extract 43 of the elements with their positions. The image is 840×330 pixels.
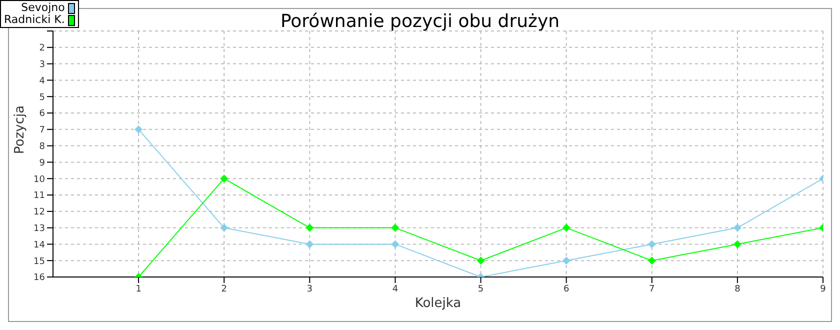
y-tick-label: 13 xyxy=(34,224,45,234)
legend-label: Sevojno xyxy=(21,1,65,14)
point xyxy=(733,240,742,248)
y-tick-label: 10 xyxy=(34,174,46,185)
point xyxy=(391,224,400,232)
y-tick-label: 6 xyxy=(39,109,46,120)
x-tick-label: 5 xyxy=(478,284,484,294)
x-tick-label: 6 xyxy=(563,284,570,294)
point xyxy=(391,240,400,248)
y-tick-label: 12 xyxy=(34,208,45,218)
x-tick-label: 7 xyxy=(649,284,655,294)
point xyxy=(733,224,742,232)
point xyxy=(220,224,228,232)
x-axis-title: Kolejka xyxy=(414,296,462,311)
y-tick-label: 3 xyxy=(39,60,45,70)
point xyxy=(220,174,228,183)
point xyxy=(476,256,485,265)
point xyxy=(648,240,656,248)
x-tick-label: 1 xyxy=(136,284,142,294)
y-tick-label: 14 xyxy=(34,240,46,250)
y-tick-label: 5 xyxy=(39,92,45,103)
x-tick-label: 3 xyxy=(306,284,313,294)
point xyxy=(562,256,570,265)
x-tick-label: 8 xyxy=(734,284,741,294)
legend-label: Radnicki K. xyxy=(4,13,65,26)
y-tick-label: 16 xyxy=(34,273,46,284)
y-tick-label: 7 xyxy=(39,126,45,136)
y-tick-label: 8 xyxy=(39,142,46,152)
point xyxy=(306,240,314,248)
point xyxy=(134,125,143,134)
y-tick-label: 2 xyxy=(39,44,45,54)
x-tick-label: 4 xyxy=(392,284,398,294)
y-tick-label: 4 xyxy=(39,76,46,86)
point xyxy=(648,256,656,265)
point xyxy=(306,224,314,232)
y-axis-title: Pozycja xyxy=(12,105,28,154)
y-tick-label: 11 xyxy=(34,191,45,202)
chart-title: Porównanie pozycji obu drużyn xyxy=(280,11,560,32)
x-tick-label: 9 xyxy=(820,284,826,294)
y-tick-label: 15 xyxy=(34,256,45,267)
point xyxy=(562,224,570,232)
y-tick-label: 9 xyxy=(39,158,46,168)
x-tick-label: 2 xyxy=(221,284,227,294)
